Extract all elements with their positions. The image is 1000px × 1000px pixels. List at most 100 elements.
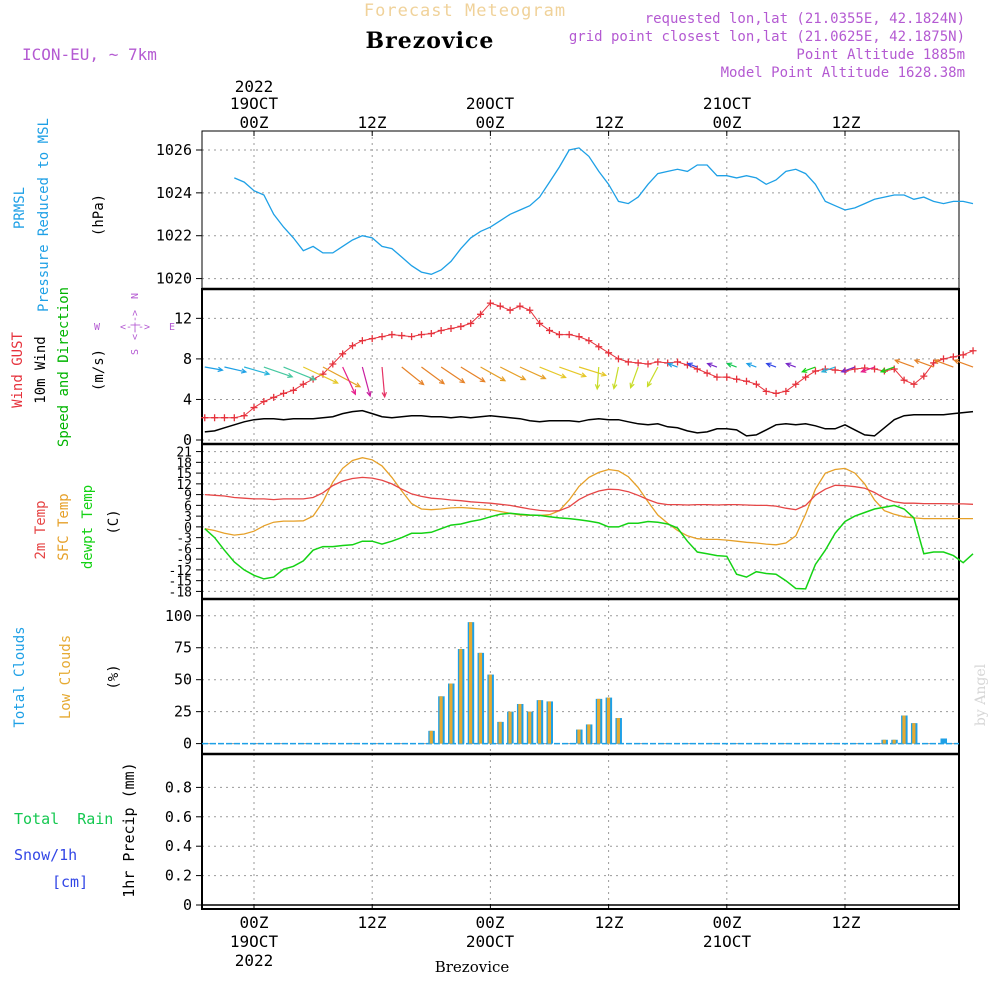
wind-direction-arrow [687,363,698,368]
low-cloud-bar [912,723,916,744]
gust-marker [772,389,780,397]
wind-unit: (m/s) [91,349,107,391]
y-tick-label: 0.2 [165,867,192,885]
gust-marker [516,302,524,310]
y-tick-label: 12 [176,478,192,493]
top-hour-label: 00Z [476,113,505,132]
wind-direction-arrowhead [366,390,372,398]
gust-marker [575,333,583,341]
gust-line [204,302,974,419]
gust-marker [299,380,307,388]
gust-marker [733,375,741,383]
y-tick-label: 6 [184,499,192,514]
wind-direction-arrowhead [479,377,486,383]
gust-marker [565,331,573,339]
gust-marker [811,367,819,375]
wind-direction-arrow [786,363,796,368]
low-cloud-bar [469,622,473,744]
wind-direction-arrow [559,366,586,377]
wind-direction-arrowhead [332,378,339,384]
wind-direction-arrow [613,366,620,389]
sfc-temp-line [204,457,973,546]
compass-h-line: <-|-> [120,322,150,333]
gust-marker [949,353,957,361]
low-cloud-bar [892,739,896,744]
low-clouds-label: Low Clouds [58,635,74,719]
y-tick-label: 0.6 [165,808,192,826]
y-tick-label: 4 [183,390,192,408]
y-tick-label: -9 [176,553,192,568]
bottom-year-label: 2022 [235,951,274,970]
point-altitude: Point Altitude 1885m [796,47,965,63]
pressure-line [234,147,974,275]
total-cloud-bar [940,738,947,744]
gust-marker [871,365,879,373]
temp-unit: (C) [106,509,122,534]
wind-direction-arrow [766,363,777,368]
top-day-label-20oct: 20OCT [466,94,515,113]
top-hour-label: 00Z [240,113,269,132]
wind-direction-arrowhead [217,366,224,373]
wind-direction-arrowhead [879,367,887,373]
bottom-hour-label: 12Z [358,913,387,932]
gust-marker [201,414,209,422]
low-cloud-bar [616,718,620,744]
product-title: Forecast Meteogram [364,1,566,21]
gust-marker [614,355,622,363]
wind-direction-arrow [934,359,954,368]
bottom-hour-label: 00Z [240,913,269,932]
cloud-unit: (%) [106,664,122,689]
gust-marker [506,306,514,314]
wind-direction-arrow [381,366,386,397]
panel-frame [201,753,960,910]
wind-gust-label: Wind GUST [10,332,26,408]
gust-marker [674,358,682,366]
wind-direction-arrowhead [240,368,248,374]
y-tick-label: 1026 [156,141,192,159]
y-tick-label: 18 [176,456,192,471]
gust-marker [743,377,750,385]
gust-marker [910,380,918,388]
gust-marker [388,331,396,339]
gust-marker [457,322,465,330]
compass-w: W [94,322,101,333]
wind-direction-arrowhead [355,382,362,388]
low-cloud-bar [547,701,551,744]
model-label: ICON-EU, ~ 7km [22,45,157,64]
wind-direction-arrowhead [264,370,271,376]
gust-marker [230,414,238,422]
bottom-day-label-20oct: 20OCT [466,932,515,951]
gust-marker [270,393,278,401]
temp-sfc-label: SFC Temp [56,493,72,560]
wind-direction-arrowhead [499,376,507,382]
temp-2m-label: 2m Temp [33,500,49,559]
wind-direction-arrow [499,366,526,381]
gust-marker [496,302,504,310]
gust-marker [723,373,731,381]
wind-direction-arrowhead [820,367,828,373]
wind-direction-arrow [421,366,445,385]
wind-direction-arrow [914,359,934,368]
wind-direction-arrow [440,366,465,384]
snow-unit-label: [cm] [52,873,88,891]
wind-direction-arrow [224,366,247,373]
y-tick-label: 0.4 [165,837,192,855]
wind-direction-arrow [578,366,606,376]
wind-direction-arrowhead [725,362,733,368]
y-tick-label: 1024 [156,184,192,202]
bottom-day-label-19oct: 19OCT [230,932,279,951]
gust-marker [220,414,228,422]
bottom-hour-label: 00Z [713,913,742,932]
gust-marker [782,387,790,395]
gust-marker [644,360,652,368]
y-tick-label: 0 [183,431,192,449]
gust-marker [969,347,977,355]
gust-marker [260,397,268,405]
wind-direction-arrow [707,363,718,368]
precip-unit: 1hr Precip (mm) [120,762,138,897]
compass-n: N [130,293,141,299]
low-cloud-bar [498,721,502,744]
model-altitude: Model Point Altitude 1628.38m [721,65,965,81]
y-tick-label: 12 [174,309,192,327]
wind-direction-arrowhead [310,375,317,381]
